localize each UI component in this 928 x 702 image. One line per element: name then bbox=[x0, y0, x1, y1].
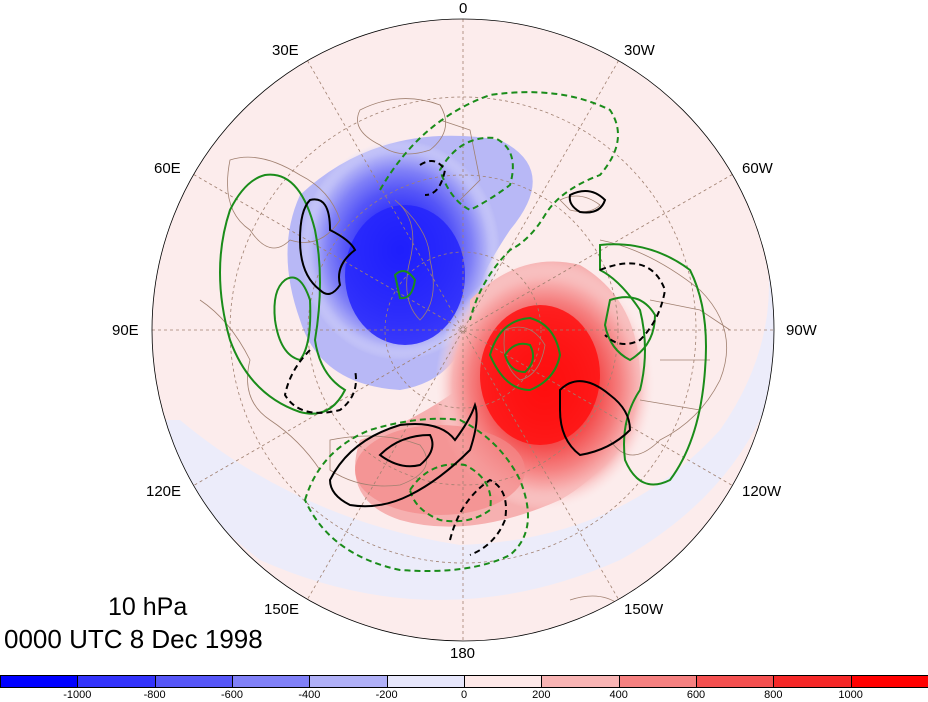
green-solid-contour-east bbox=[599, 243, 707, 486]
black-solid-contour-south bbox=[328, 401, 478, 508]
green-solid-contour-north bbox=[393, 270, 417, 300]
green-solid-contour-east-inner bbox=[603, 296, 657, 362]
graticule bbox=[152, 19, 774, 641]
colorbar-tick-label: -1000 bbox=[63, 689, 92, 701]
black-solid-contour-south-inner bbox=[378, 433, 434, 468]
polar-map bbox=[151, 18, 775, 642]
colorbar-tick-label: 1000 bbox=[838, 689, 863, 701]
map-boundary bbox=[151, 18, 775, 642]
colorbar-tick-label: 800 bbox=[764, 689, 783, 701]
lon-label-0: 0 bbox=[459, 0, 468, 17]
green-contours bbox=[219, 91, 707, 572]
black-dashed-contour-northeast bbox=[599, 262, 667, 345]
level-label: 10 hPa bbox=[108, 593, 188, 621]
green-dashed-contour-north-inner bbox=[438, 136, 514, 212]
lon-label-150e: 150E bbox=[264, 601, 300, 618]
colorbar-swatch bbox=[618, 675, 697, 688]
black-contours bbox=[283, 160, 667, 556]
lon-label-60w: 60W bbox=[742, 160, 773, 177]
lon-label-90e: 90E bbox=[112, 322, 139, 339]
colorbar-tick-label: -400 bbox=[298, 689, 321, 701]
colorbar-tick-label: -800 bbox=[143, 689, 166, 701]
coastlines bbox=[199, 98, 731, 606]
black-dashed-contour-west bbox=[283, 349, 357, 414]
lon-label-120e: 120E bbox=[146, 483, 182, 500]
green-solid-contour-small bbox=[503, 342, 535, 374]
green-dashed-contour-south-inner bbox=[408, 463, 492, 523]
colorbar-swatch bbox=[386, 675, 465, 688]
time-label: 0000 UTC 8 Dec 1998 bbox=[4, 624, 263, 654]
colorbar-swatch bbox=[773, 675, 852, 688]
colorbar-swatch bbox=[232, 675, 311, 688]
colorbar-tick-label: 400 bbox=[609, 689, 628, 701]
colorbar-tick-label: -600 bbox=[220, 689, 244, 701]
green-dashed-contour-south bbox=[303, 417, 529, 572]
colorbar-swatch bbox=[696, 675, 775, 688]
colorbar-tick-label: 600 bbox=[686, 689, 706, 701]
black-solid-contour-west bbox=[298, 198, 357, 295]
colorbar-swatch bbox=[0, 675, 79, 688]
colorbar-swatch bbox=[154, 675, 233, 688]
colorbar-swatch bbox=[77, 675, 156, 688]
black-dashed-contour-north bbox=[419, 160, 447, 196]
colorbar: -1000 -800 -600 -400 -200 0 200 400 600 800 1000 bbox=[0, 675, 928, 702]
lon-label-30w: 30W bbox=[624, 42, 655, 59]
negative-ring-band bbox=[160, 220, 774, 600]
green-solid-contour-center bbox=[488, 316, 562, 392]
shaded-field bbox=[152, 19, 774, 641]
black-solid-contour-northeast bbox=[568, 190, 607, 214]
lon-label-120w: 120W bbox=[742, 483, 782, 500]
black-dashed-contour-south bbox=[449, 478, 507, 556]
lon-label-150w: 150W bbox=[624, 601, 664, 618]
colorbar-swatch bbox=[464, 675, 543, 688]
black-solid-contour-east bbox=[559, 380, 632, 457]
colorbar-swatch bbox=[309, 675, 388, 688]
lon-label-60e: 60E bbox=[154, 160, 181, 177]
colorbar-tick-label: 0 bbox=[460, 689, 468, 701]
colorbar-swatch bbox=[850, 675, 928, 688]
lon-label-180: 180 bbox=[450, 645, 476, 662]
colorbar-swatch bbox=[541, 675, 620, 688]
colorbar-tick-label: 200 bbox=[532, 689, 551, 701]
green-dashed-contour-north bbox=[379, 91, 619, 321]
colorbar-tick-label: -200 bbox=[375, 689, 398, 701]
lon-label-90w: 90W bbox=[786, 322, 817, 339]
lon-label-30e: 30E bbox=[272, 42, 299, 59]
